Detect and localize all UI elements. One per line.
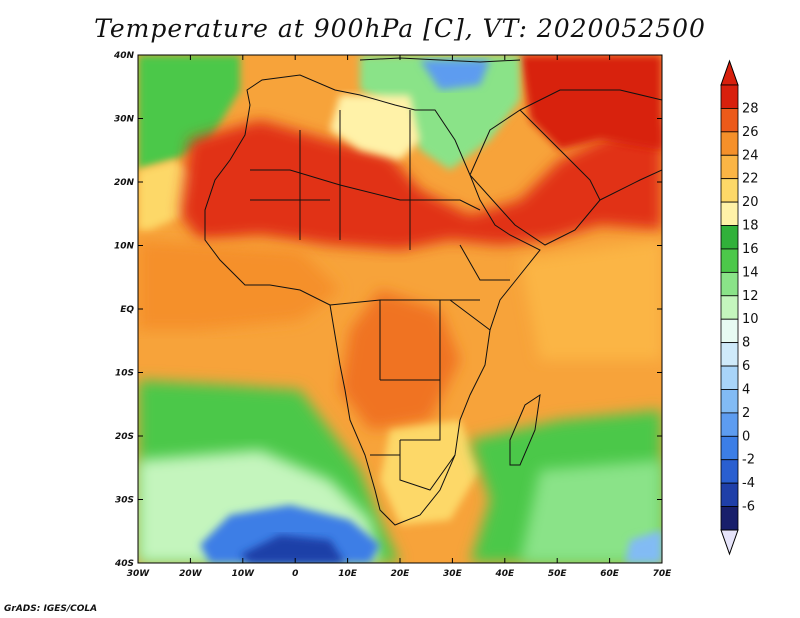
field-cold-core (240, 535, 345, 563)
lon-tick-label: 20W (179, 569, 203, 579)
lat-tick-label: 10N (114, 242, 135, 252)
axis-ticks: 30W 20W 10W 0 10E 20E 30E 40E 50E 60E 70E 40N 30N 20N… (113, 51, 672, 579)
colorbar-level-label: 14 (742, 265, 759, 280)
lon-tick-label: 30W (127, 569, 151, 579)
colorbar-level-label: 20 (742, 195, 759, 210)
colorbar-level-label: 22 (742, 172, 759, 187)
colorbar-level-label: 2 (742, 406, 750, 421)
colorbar-box (720, 389, 739, 414)
lat-tick-label: 30S (115, 496, 134, 506)
colorbar-box (720, 295, 739, 320)
lon-tick-label: 50E (548, 569, 568, 579)
colorbar-level-label: -6 (742, 500, 755, 515)
colorbar-box (720, 154, 739, 180)
field-gulf-guinea (138, 240, 340, 330)
colorbar-level-label: -2 (742, 453, 755, 468)
lat-tick-label: 30N (114, 115, 135, 125)
colorbar-high-arrow (720, 59, 739, 86)
colorbar-box (720, 482, 739, 507)
colorbar-box (720, 225, 739, 250)
lat-tick-label: 20S (115, 432, 134, 442)
colorbar-level-label: 4 (742, 382, 750, 397)
lon-tick-label: 70E (653, 569, 673, 579)
lon-tick-label: 0 (292, 569, 298, 579)
colorbar-box (720, 435, 739, 461)
colorbar-low-arrow (720, 529, 739, 556)
colorbar-level-label: 0 (742, 429, 750, 444)
border-sahel (250, 169, 481, 211)
temperature-field (138, 55, 662, 563)
lat-tick-label: 40N (113, 51, 135, 61)
arabia-coastline (469, 109, 601, 246)
lon-tick-label: 30E (443, 569, 463, 579)
field-turkey-cool (420, 60, 490, 90)
colorbar-level-label: 6 (742, 359, 750, 374)
asia-coastline (519, 89, 662, 201)
colorbar-box (720, 318, 739, 344)
field-southern-africa (380, 420, 480, 525)
lon-tick-label: 10E (338, 569, 358, 579)
colorbar-level-label: 12 (742, 289, 759, 304)
colorbar-box (720, 342, 739, 367)
colorbar-level-label: -4 (742, 476, 755, 491)
field-libya-mild (330, 95, 420, 160)
africa-coastline (204, 74, 541, 526)
colorbar-level-label: 26 (742, 125, 759, 140)
colorbar-level-label: 28 (742, 101, 759, 116)
colorbar-box (720, 459, 739, 484)
grads-credit: GrADS: IGES/COLA (4, 604, 98, 614)
field-se-cool (625, 530, 662, 563)
madagascar-coastline (509, 393, 541, 466)
field-indian-ocean-far-south (520, 460, 662, 563)
field-congo-warm (340, 290, 460, 430)
colorbar-box (720, 108, 739, 133)
colorbar-box (720, 248, 739, 273)
lon-tick-label: 10W (232, 569, 256, 579)
colorbar-box (720, 178, 739, 203)
field-arabia-hot (520, 55, 662, 150)
colorbar-level-label: 24 (742, 148, 759, 163)
lon-tick-label: 60E (600, 569, 620, 579)
border-north-africa (250, 110, 411, 250)
lon-tick-label: 20E (391, 569, 411, 579)
border-southern-africa (370, 440, 456, 491)
colorbar-box (720, 365, 739, 390)
lat-tick-label: 40S (114, 559, 134, 569)
colorbar-box (720, 201, 739, 226)
colorbar-box (720, 271, 739, 297)
colorbar-box (720, 84, 739, 109)
lat-tick-label: EQ (120, 305, 134, 315)
map-title: Temperature at 900hPa [C], VT: 202005250… (94, 14, 706, 43)
colorbar-level-label: 16 (742, 242, 759, 257)
colorbar-level-label: 8 (742, 336, 750, 351)
colorbar-box (720, 506, 739, 531)
colorbar-level-label: 10 (742, 312, 759, 327)
lat-tick-label: 10S (115, 369, 134, 379)
border-east-africa (449, 244, 510, 331)
colorbar-box (720, 412, 739, 437)
lat-tick-label: 20N (114, 178, 135, 188)
coastlines (204, 57, 662, 526)
border-central-africa (329, 299, 480, 441)
lon-tick-label: 40E (494, 569, 515, 579)
colorbar-level-label: 18 (742, 219, 759, 234)
field-nw-atlantic (138, 55, 240, 170)
field-arabian-sea (520, 240, 662, 360)
colorbar-box (720, 131, 739, 156)
europe-coastline (359, 57, 521, 63)
